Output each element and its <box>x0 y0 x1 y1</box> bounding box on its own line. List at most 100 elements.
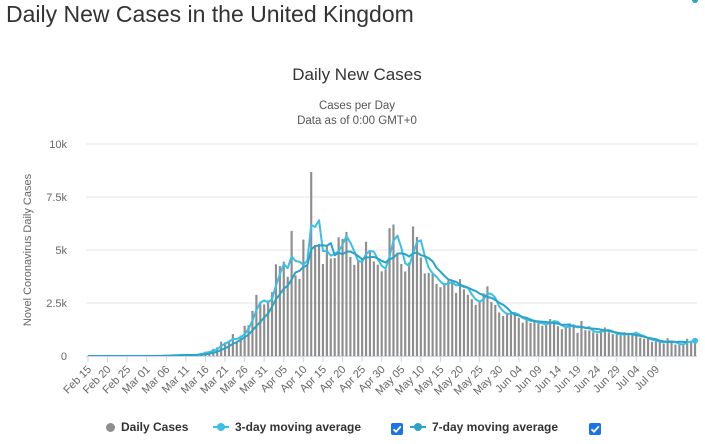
legend-item-daily-cases[interactable]: Daily Cases <box>106 420 188 434</box>
bar <box>290 230 293 356</box>
bar <box>490 301 493 356</box>
series-end-marker-7day <box>692 0 699 3</box>
legend-label-3day-average: 3-day moving average <box>235 420 362 434</box>
7day-line-marker-icon <box>410 423 426 431</box>
bar <box>572 325 575 356</box>
bar <box>517 317 520 356</box>
bar <box>556 326 560 356</box>
bar <box>239 335 242 356</box>
bar <box>588 330 591 356</box>
bar <box>400 264 403 356</box>
bar <box>349 256 352 356</box>
y-axis-ticks: 0 2.5k 5k 7.5k 10k <box>46 139 67 363</box>
bar <box>388 228 391 356</box>
3day-average-checkbox[interactable] <box>391 423 403 435</box>
bar <box>639 337 642 356</box>
bar <box>654 341 657 356</box>
bar <box>345 231 348 356</box>
bar <box>435 283 438 356</box>
y-tick-label: 0 <box>61 351 67 363</box>
bar <box>310 171 313 356</box>
bar <box>686 338 689 356</box>
bar <box>603 327 607 356</box>
bar <box>294 275 297 356</box>
series-end-marker-3day <box>692 337 699 344</box>
chart-title: Daily New Cases <box>292 65 421 84</box>
bar <box>552 320 556 356</box>
bar <box>537 323 540 356</box>
bar <box>474 304 477 356</box>
bar <box>619 335 622 356</box>
bar <box>521 322 524 356</box>
bar <box>455 292 458 356</box>
bar <box>384 269 387 356</box>
page-title: Daily New Cases in the United Kingdom <box>6 1 414 27</box>
bar <box>337 237 340 356</box>
bar <box>423 273 426 356</box>
legend-item-7day-average[interactable]: 7-day moving average <box>410 420 558 434</box>
y-tick-label: 10k <box>49 139 67 151</box>
bar <box>411 226 415 356</box>
bar <box>286 276 289 356</box>
3day-line-marker-icon <box>213 423 229 431</box>
bar <box>306 263 309 356</box>
bar <box>443 282 446 356</box>
bar <box>333 258 336 356</box>
bar <box>560 329 563 356</box>
chart-subtitle-date: Data as of 0:00 GMT+0 <box>297 115 417 127</box>
bar <box>576 332 579 356</box>
bar <box>267 300 270 356</box>
bar <box>670 342 673 356</box>
check-icon <box>590 425 600 434</box>
bar <box>513 313 516 356</box>
bar <box>259 302 262 356</box>
bar <box>541 325 544 356</box>
bar <box>380 271 383 356</box>
bar <box>592 332 595 356</box>
bar <box>451 282 454 356</box>
bar <box>615 334 618 356</box>
bar <box>549 319 552 356</box>
y-tick-label: 5k <box>55 245 67 257</box>
bar <box>682 343 685 356</box>
bar <box>317 243 321 356</box>
bar <box>533 321 536 356</box>
bar <box>419 257 422 356</box>
bar <box>505 312 509 356</box>
daily-case-bars <box>129 171 697 357</box>
bar <box>235 341 238 356</box>
bar <box>251 310 254 356</box>
bar <box>361 258 364 356</box>
bar <box>396 254 399 356</box>
bar <box>666 338 669 356</box>
bar <box>631 334 634 356</box>
bar <box>564 326 567 356</box>
bar <box>364 241 368 356</box>
bar <box>270 292 274 356</box>
bar <box>274 264 278 356</box>
bar <box>278 266 281 356</box>
bar <box>404 271 407 356</box>
bar <box>646 338 650 356</box>
bar <box>596 333 599 356</box>
bar <box>498 312 501 356</box>
bar <box>478 300 481 356</box>
bar <box>502 316 505 356</box>
7day-average-checkbox[interactable] <box>589 423 601 435</box>
bar <box>525 317 528 356</box>
bar <box>635 331 638 356</box>
bar <box>392 224 395 356</box>
bar <box>545 323 548 356</box>
bar <box>482 293 485 356</box>
bar <box>643 338 646 356</box>
legend-item-3day-average[interactable]: 3-day moving average <box>213 420 361 434</box>
bar <box>247 325 250 356</box>
bar <box>486 286 489 356</box>
legend-label-7day-average: 7-day moving average <box>432 420 559 434</box>
bar <box>325 244 328 356</box>
bar <box>227 340 231 356</box>
bar <box>462 289 466 356</box>
bar <box>580 320 583 356</box>
y-tick-label: 7.5k <box>46 192 67 204</box>
